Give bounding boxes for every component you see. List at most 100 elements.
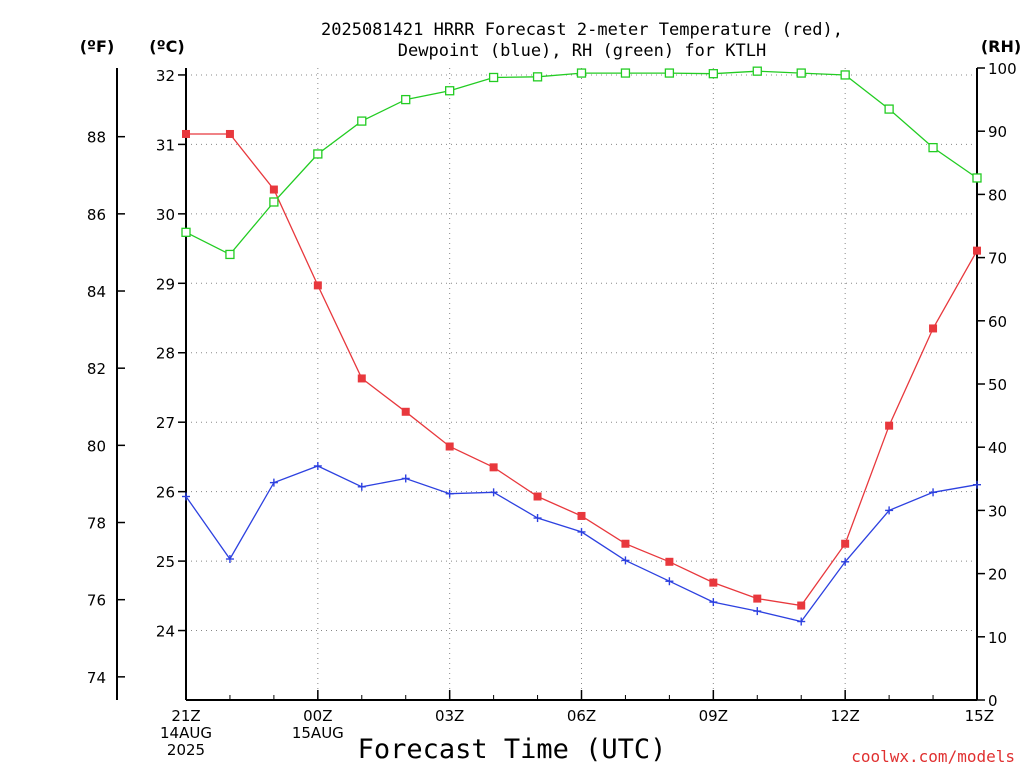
temperature-point — [621, 539, 630, 548]
dewpoint-point — [225, 555, 234, 564]
temperature-point — [973, 246, 981, 255]
x-tick-label: 12Z — [830, 707, 859, 725]
temperature-point — [225, 129, 234, 138]
chart-title-line1: 2025081421 HRRR Forecast 2-meter Tempera… — [321, 20, 843, 40]
rh-tick-label: 100 — [988, 60, 1017, 78]
celsius-tick-label: 30 — [156, 206, 175, 224]
celsius-tick-label: 31 — [156, 136, 175, 154]
dewpoint-point — [401, 474, 410, 483]
dewpoint-point — [841, 557, 850, 566]
temperature-point — [841, 539, 850, 548]
dewpoint-point — [709, 598, 718, 607]
rh-point — [357, 116, 367, 126]
x-tick-label: 21Z — [171, 707, 200, 725]
temperature-point — [753, 594, 762, 603]
temperature-point — [533, 492, 542, 501]
dewpoint-point — [929, 488, 938, 497]
rh-point — [928, 142, 938, 153]
celsius-tick-label: 27 — [156, 414, 175, 432]
fahrenheit-axis-label: (ºF) — [80, 37, 115, 56]
rh-point — [269, 197, 279, 207]
x-tick-label: 09Z — [699, 707, 728, 725]
dewpoint-point — [665, 577, 674, 586]
data-series — [181, 66, 982, 626]
temperature-point — [313, 281, 322, 290]
dewpoint-point — [973, 480, 981, 489]
rh-point — [664, 68, 675, 78]
rh-point — [225, 249, 235, 260]
celsius-axis-label: (ºC) — [149, 37, 184, 56]
temperature-point — [709, 578, 718, 587]
fahrenheit-tick-label: 82 — [87, 360, 106, 378]
rh-point — [796, 68, 806, 78]
rh-tick-label: 80 — [988, 186, 1007, 204]
temperature-point — [885, 421, 894, 430]
temperature-point — [665, 557, 674, 566]
temperature-point — [489, 463, 498, 472]
chart-title-line2: Dewpoint (blue), RH (green) for KTLH — [398, 41, 766, 61]
rh-point — [708, 69, 718, 79]
fahrenheit-tick-label: 84 — [87, 283, 106, 301]
x-tick-label: 14AUG — [160, 724, 212, 742]
grid-lines — [186, 68, 977, 700]
x-axis-title: Forecast Time (UTC) — [358, 734, 667, 765]
rh-point — [884, 104, 894, 114]
rh-tick-label: 60 — [988, 313, 1007, 331]
temperature-point — [269, 185, 278, 194]
temperature-point — [577, 511, 586, 520]
watermark-credit: coolwx.com/models — [851, 747, 1015, 766]
celsius-tick-label: 28 — [156, 345, 175, 363]
celsius-tick-label: 32 — [156, 67, 175, 85]
dewpoint-point — [489, 488, 498, 497]
dewpoint-point — [533, 514, 542, 523]
dewpoint-point — [313, 461, 322, 470]
celsius-tick-label: 29 — [156, 275, 175, 293]
temperature-point — [182, 129, 190, 138]
celsius-tick-label: 26 — [156, 484, 175, 502]
rh-tick-label: 0 — [988, 692, 998, 710]
rh-point — [181, 227, 191, 237]
tick-labels: 24 25 26 27 28 29 30 31 32 74 76 78 80 82 84 86 88 0 10 20 3… — [87, 60, 1017, 759]
rh-tick-label: 50 — [988, 376, 1007, 394]
rh-tick-label: 20 — [988, 566, 1007, 584]
axes — [116, 67, 985, 701]
rh-point — [313, 149, 323, 159]
celsius-tick-label: 24 — [156, 623, 175, 641]
dewpoint-point — [357, 482, 366, 491]
fahrenheit-tick-label: 86 — [87, 206, 106, 224]
fahrenheit-tick-label: 78 — [87, 515, 106, 533]
fahrenheit-tick-label: 88 — [87, 129, 106, 147]
x-tick-label: 06Z — [567, 707, 596, 725]
celsius-tick-label: 25 — [156, 553, 175, 571]
rh-point — [401, 94, 411, 105]
dewpoint-point — [621, 556, 630, 565]
rh-point — [532, 72, 543, 82]
rh-point — [445, 86, 455, 96]
temperature-point — [357, 374, 366, 383]
dewpoint-point — [885, 506, 894, 515]
rh-point — [972, 173, 982, 183]
fahrenheit-tick-label: 76 — [87, 592, 106, 610]
x-tick-label: 2025 — [167, 741, 205, 759]
dewpoint-point — [182, 492, 190, 501]
temperature-point — [929, 324, 938, 333]
x-tick-label: 03Z — [435, 707, 464, 725]
temperature-point — [797, 601, 806, 610]
dewpoint-point — [753, 607, 762, 616]
rh-tick-label: 70 — [988, 250, 1007, 268]
fahrenheit-tick-label: 80 — [87, 437, 106, 455]
rh-point — [488, 72, 499, 83]
rh-point — [752, 66, 762, 76]
rh-point — [576, 68, 587, 78]
dewpoint-point — [797, 617, 806, 626]
x-tick-label: 15AUG — [292, 724, 344, 742]
rh-tick-label: 10 — [988, 629, 1007, 647]
rh-axis-label: (RH) — [981, 37, 1021, 56]
rh-tick-label: 30 — [988, 502, 1007, 520]
dewpoint-point — [445, 489, 454, 498]
fahrenheit-tick-label: 74 — [87, 669, 106, 687]
temperature-point — [401, 407, 410, 416]
rh-point — [840, 70, 850, 80]
x-tick-label: 15Z — [965, 707, 994, 725]
